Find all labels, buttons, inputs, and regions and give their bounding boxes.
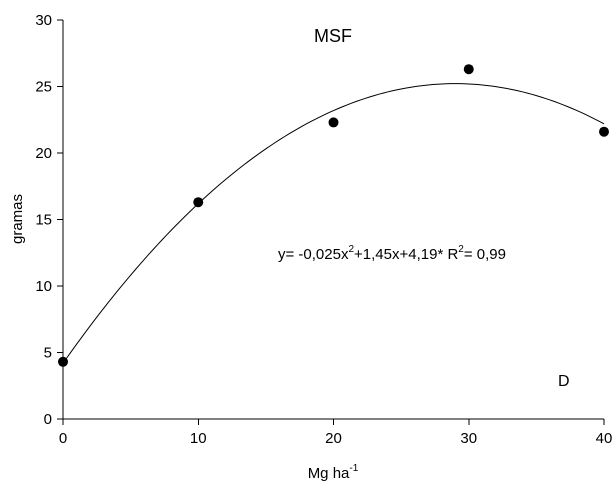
x-tick-label: 40 <box>596 430 613 447</box>
x-tick-label: 10 <box>190 430 207 447</box>
equation-part-1: y= -0,025x <box>278 246 349 263</box>
ticks: 0 5 10 15 20 25 30 0 10 20 30 40 <box>35 12 612 447</box>
x-axis-label-base: Mg ha <box>308 465 350 482</box>
x-tick-label: 30 <box>460 430 477 447</box>
data-point <box>463 64 474 75</box>
y-tick-label: 5 <box>44 345 52 362</box>
y-tick-label: 20 <box>35 145 52 162</box>
y-tick-label: 0 <box>44 411 52 428</box>
equation-part-2: +1,45x+4,19* R <box>354 246 458 263</box>
panel-letter: D <box>558 373 570 390</box>
x-tick-label: 0 <box>59 430 67 447</box>
equation-sup-1: 2 <box>348 244 354 255</box>
x-tick-label: 20 <box>325 430 342 447</box>
data-point <box>58 356 68 367</box>
data-point <box>193 197 204 208</box>
data-points <box>58 64 609 367</box>
regression-equation: y= -0,025x2+1,45x+4,19* R2= 0,99 <box>278 244 506 263</box>
y-tick-label: 30 <box>35 12 52 29</box>
x-axis-label-sup: -1 <box>349 463 358 474</box>
equation-sup-2: 2 <box>458 244 464 255</box>
y-tick-label: 25 <box>35 79 52 96</box>
data-point <box>599 126 609 137</box>
x-axis-label: Mg ha-1 <box>308 463 359 482</box>
equation-part-3: = 0,99 <box>464 246 506 263</box>
y-tick-label: 10 <box>35 278 52 295</box>
data-point <box>328 117 339 128</box>
fit-curve <box>62 83 605 364</box>
y-axis-label: gramas <box>9 194 26 244</box>
chart-title: MSF <box>314 26 352 46</box>
axes <box>62 20 604 420</box>
y-tick-label: 15 <box>35 212 52 229</box>
